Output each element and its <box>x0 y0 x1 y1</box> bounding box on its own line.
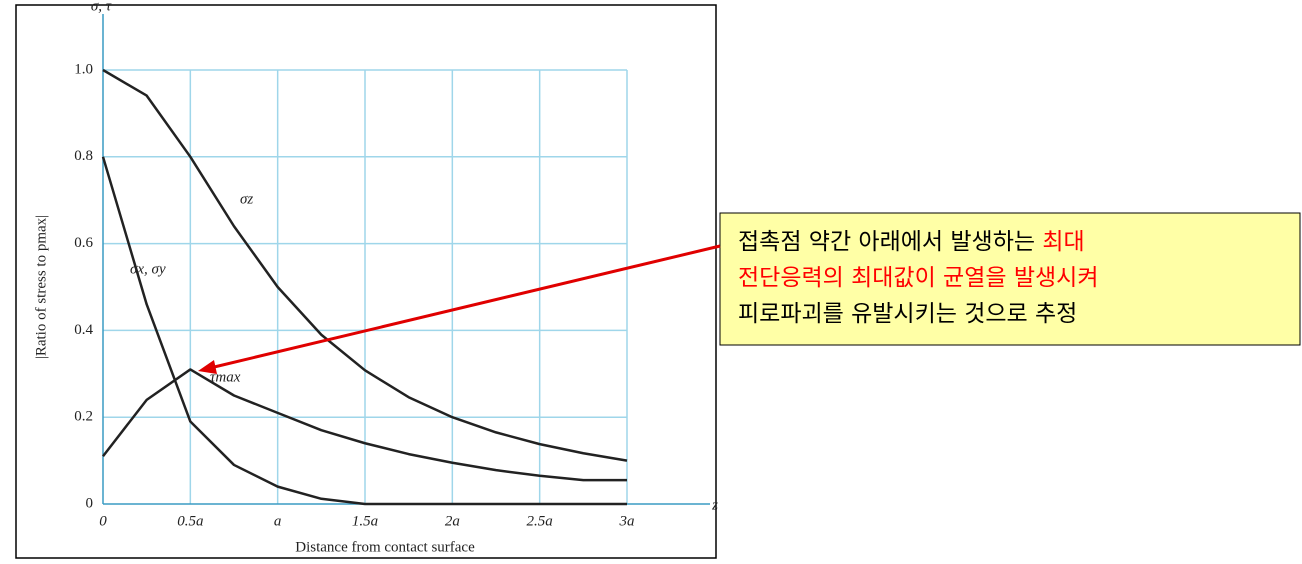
y-tick-label: 0.4 <box>74 322 93 338</box>
annotation-text: 접촉점 약간 아래에서 발생하는 <box>738 229 1042 255</box>
annotation-arrow <box>209 244 721 370</box>
series-label: τmax <box>210 369 241 385</box>
line-series <box>101 156 627 506</box>
annotation-text: 피로파괴를 유발시키는 것으로 추정 <box>738 301 1077 327</box>
x-tick-label: 3a <box>619 513 635 529</box>
x-tick-label: 0 <box>99 513 107 529</box>
x-tick-label: 2.5a <box>527 513 553 529</box>
x-tick-label: 1.5a <box>352 513 378 529</box>
line-series <box>102 68 628 462</box>
annotation-line: 전단응력의 최대값이 균열을 발생시켜 <box>738 265 1099 291</box>
annotation-line: 접촉점 약간 아래에서 발생하는 최대 <box>738 229 1085 255</box>
arrow-head <box>198 360 217 374</box>
x-axis-label: Distance from contact surface <box>295 539 475 555</box>
annotation-text: 최대 <box>1042 229 1084 255</box>
y-tick-label: 0 <box>86 495 94 511</box>
x-tick-label: 2a <box>445 513 460 529</box>
annotation-box <box>719 212 1301 346</box>
series-label: σz <box>240 191 253 207</box>
series-label: σx, σy <box>130 261 166 277</box>
line-series <box>102 368 627 482</box>
annotation-line: 피로파괴를 유발시키는 것으로 추정 <box>738 301 1077 327</box>
plot: 0 0.2 0.4 0.6 0.8 1.0 0 0.5a a 1.5a 2a 2.5a 3a σ, τ z D… <box>33 0 718 555</box>
annotation-text: 전단응력의 최대값이 균열을 발생시켜 <box>738 265 1099 291</box>
y-axis-label: |Ratio of stress to pmax| <box>33 215 49 359</box>
x-axis-end-label: z <box>711 497 718 513</box>
y-axis-top-label: σ, τ <box>91 0 112 14</box>
y-tick-label: 0.6 <box>74 235 93 251</box>
chart-frame <box>15 4 717 559</box>
y-tick-label: 0.8 <box>74 148 93 164</box>
x-tick-label: 0.5a <box>177 513 203 529</box>
y-tick-label: 0.2 <box>74 409 93 425</box>
x-tick-label: a <box>274 513 282 529</box>
y-tick-label: 1.0 <box>74 61 93 77</box>
